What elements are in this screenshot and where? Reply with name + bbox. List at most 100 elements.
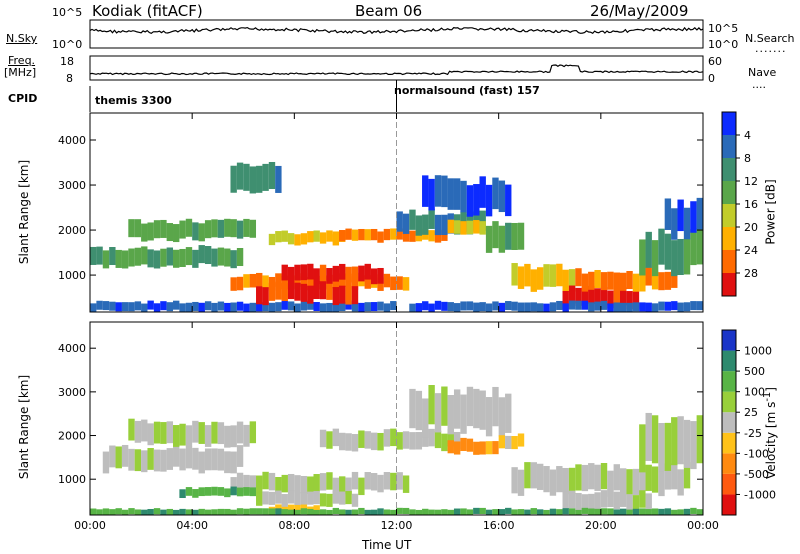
heatmap-cell bbox=[134, 301, 142, 311]
heatmap-cell bbox=[224, 508, 231, 515]
heatmap-cell bbox=[281, 474, 288, 493]
heatmap-cell bbox=[600, 508, 608, 515]
heatmap-cell bbox=[383, 273, 391, 288]
colorbar-tick-label: -25 bbox=[744, 427, 762, 440]
heatmap-cell bbox=[198, 302, 205, 312]
heatmap-cell bbox=[690, 301, 697, 311]
heatmap-cell bbox=[134, 509, 142, 515]
noise-right-tick-bottom: 10^0 bbox=[708, 38, 739, 51]
colorbar-swatch bbox=[722, 135, 736, 158]
heatmap-cell bbox=[645, 231, 652, 268]
heatmap-cell bbox=[339, 476, 346, 494]
heatmap-cell bbox=[658, 469, 665, 497]
heatmap-cell bbox=[249, 166, 257, 194]
noise-right-tick-top: 10^5 bbox=[708, 22, 739, 35]
heatmap-cell bbox=[645, 302, 652, 312]
heatmap-cell bbox=[492, 509, 499, 515]
heatmap-cell bbox=[364, 472, 371, 490]
heatmap-cell bbox=[664, 198, 672, 230]
heatmap-cell bbox=[473, 507, 480, 514]
heatmap-cell bbox=[364, 263, 371, 280]
heatmap-cell bbox=[441, 175, 448, 208]
heatmap-cell bbox=[415, 215, 423, 236]
heatmap-cell bbox=[217, 508, 225, 515]
x-tick-label: 16:00 bbox=[483, 519, 515, 532]
heatmap-cell bbox=[415, 432, 423, 450]
heatmap-cell bbox=[492, 386, 499, 427]
heatmap-cell bbox=[677, 469, 684, 496]
heatmap-cell bbox=[294, 264, 301, 281]
heatmap-cell bbox=[332, 477, 340, 496]
heatmap-cell bbox=[594, 301, 601, 311]
heatmap-cell bbox=[428, 303, 435, 312]
station-title: Kodiak (fitACF) bbox=[92, 2, 203, 20]
nsearch-legend-dots: ....... bbox=[755, 42, 787, 55]
heatmap-cell bbox=[390, 301, 397, 311]
heatmap-cell bbox=[505, 301, 512, 311]
heatmap-cell bbox=[568, 300, 576, 310]
heatmap-cell bbox=[575, 300, 582, 310]
heatmap-cell bbox=[383, 472, 391, 490]
heatmap-cell bbox=[626, 271, 633, 290]
heatmap-cell bbox=[530, 508, 537, 515]
heatmap-cell bbox=[179, 220, 186, 239]
heatmap-cell bbox=[256, 475, 263, 493]
heatmap-cell bbox=[485, 509, 493, 515]
heatmap-cell bbox=[345, 433, 352, 451]
time-xlabel: Time UT bbox=[362, 538, 412, 552]
y-tick-label: 1000 bbox=[58, 473, 86, 486]
heatmap-cell bbox=[198, 245, 205, 264]
heatmap-cell bbox=[141, 419, 148, 442]
heatmap-cell bbox=[294, 303, 301, 312]
heatmap-cell bbox=[600, 300, 608, 310]
nsky-trace bbox=[89, 26, 704, 35]
heatmap-cell bbox=[281, 494, 288, 508]
heatmap-cell bbox=[173, 300, 180, 310]
heatmap-cell bbox=[422, 429, 429, 447]
heatmap-cell bbox=[696, 228, 703, 265]
nave-label: Nave bbox=[748, 66, 777, 79]
heatmap-cell bbox=[600, 287, 608, 306]
heatmap-cell bbox=[613, 290, 620, 309]
heatmap-cell bbox=[307, 300, 314, 310]
heatmap-cell bbox=[447, 302, 454, 312]
heatmap-cell bbox=[256, 272, 263, 287]
cpid-label: CPID bbox=[8, 92, 38, 105]
heatmap-cell bbox=[671, 269, 678, 288]
heatmap-cell bbox=[287, 281, 295, 300]
heatmap-cell bbox=[447, 429, 454, 447]
heatmap-cell bbox=[249, 421, 257, 444]
heatmap-cell bbox=[96, 509, 103, 515]
heatmap-cell bbox=[160, 449, 167, 472]
heatmap-cell bbox=[645, 493, 652, 511]
heatmap-cell bbox=[568, 285, 576, 304]
heatmap-cell bbox=[236, 445, 244, 467]
heatmap-cell bbox=[204, 220, 212, 239]
heatmap-cell bbox=[281, 264, 288, 281]
heatmap-cell bbox=[179, 248, 186, 267]
heatmap-cell bbox=[307, 276, 314, 291]
heatmap-cell bbox=[428, 428, 435, 447]
heatmap-cell bbox=[351, 266, 359, 283]
heatmap-cell bbox=[307, 476, 314, 494]
heatmap-cell bbox=[281, 230, 288, 242]
heatmap-cell bbox=[249, 219, 257, 238]
heatmap-cell bbox=[294, 234, 301, 246]
heatmap-cell bbox=[677, 199, 684, 232]
heatmap-cell bbox=[192, 222, 199, 241]
heatmap-cell bbox=[485, 225, 493, 253]
heatmap-cell bbox=[434, 509, 442, 515]
noise-panel-frame bbox=[89, 19, 704, 49]
heatmap-cell bbox=[345, 491, 352, 505]
colorbar-swatch bbox=[722, 181, 736, 204]
heatmap-cell bbox=[332, 507, 340, 515]
freq-right-tick-top: 60 bbox=[708, 55, 722, 68]
beam-title: Beam 06 bbox=[355, 2, 423, 20]
heatmap-cell bbox=[377, 508, 384, 515]
heatmap-cell bbox=[192, 301, 199, 311]
heatmap-cell bbox=[549, 469, 557, 496]
heatmap-cell bbox=[300, 492, 308, 506]
heatmap-cell bbox=[377, 474, 384, 493]
heatmap-cell bbox=[153, 508, 161, 515]
